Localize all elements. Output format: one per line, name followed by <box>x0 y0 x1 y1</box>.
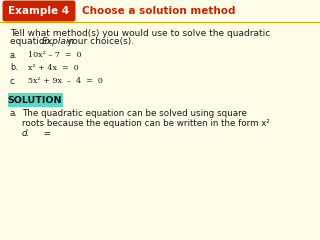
Text: 5x² + 9x  –  4  =  0: 5x² + 9x – 4 = 0 <box>28 77 103 85</box>
Text: b.: b. <box>10 64 18 72</box>
Text: your choice(s).: your choice(s). <box>63 37 134 47</box>
Text: c.: c. <box>10 77 17 85</box>
Text: a.: a. <box>10 50 18 60</box>
FancyBboxPatch shape <box>3 0 76 22</box>
Text: d.: d. <box>22 130 30 138</box>
Text: 10x² – 7  =  0: 10x² – 7 = 0 <box>28 51 82 59</box>
Text: x² + 4x  =  0: x² + 4x = 0 <box>28 64 79 72</box>
Text: Explain: Explain <box>42 37 75 47</box>
Text: SOLUTION: SOLUTION <box>8 96 62 105</box>
Text: Example 4: Example 4 <box>8 6 69 17</box>
FancyBboxPatch shape <box>0 0 320 22</box>
Text: Choose a solution method: Choose a solution method <box>82 6 236 17</box>
Text: The quadratic equation can be solved using square: The quadratic equation can be solved usi… <box>22 109 247 119</box>
Text: =: = <box>30 130 51 138</box>
Text: equation.: equation. <box>10 37 56 47</box>
FancyBboxPatch shape <box>8 93 63 107</box>
Text: roots because the equation can be written in the form x²: roots because the equation can be writte… <box>22 120 270 128</box>
Text: Tell what method(s) you would use to solve the quadratic: Tell what method(s) you would use to sol… <box>10 29 270 37</box>
Text: a.: a. <box>10 109 18 119</box>
